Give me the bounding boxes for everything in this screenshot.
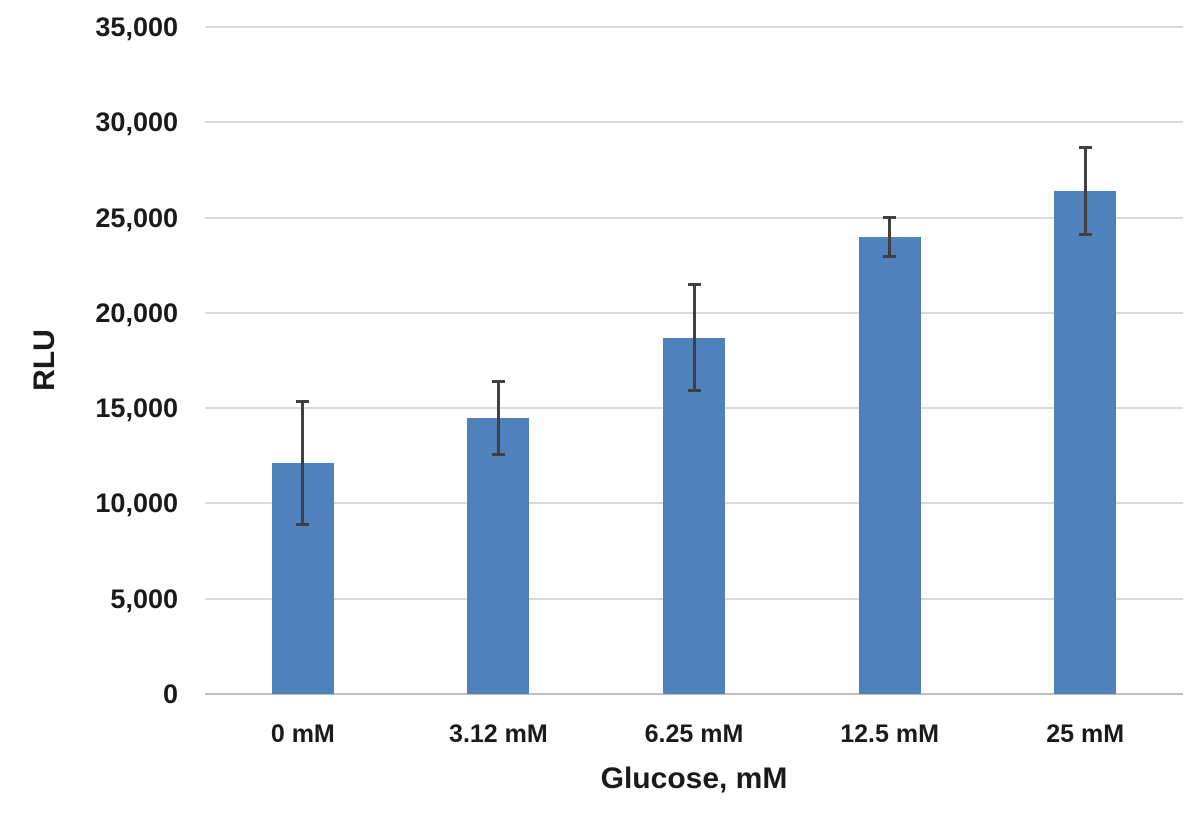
y-tick-label: 0 bbox=[162, 679, 178, 709]
x-axis-line bbox=[205, 693, 1183, 695]
y-tick-label: 35,000 bbox=[95, 12, 178, 42]
error-bar-cap-top bbox=[296, 400, 310, 404]
error-bar-line bbox=[692, 284, 696, 391]
y-tick-label: 25,000 bbox=[95, 202, 178, 233]
bar-25-mM bbox=[1054, 190, 1117, 694]
y-tick-label: 5,000 bbox=[110, 583, 178, 614]
x-tick-label: 6.25 mM bbox=[644, 720, 744, 748]
x-tick-label: 25 mM bbox=[1046, 720, 1125, 748]
x-axis-title: Glucose, mM bbox=[600, 762, 788, 795]
error-bar-line bbox=[1083, 147, 1087, 235]
x-tick-label: 3.12 mM bbox=[449, 720, 548, 748]
gridline bbox=[205, 121, 1183, 124]
y-tick-label: 10,000 bbox=[95, 488, 178, 519]
x-tick-label: 0 mM bbox=[270, 720, 335, 748]
x-tick-label: 12.5 mM bbox=[840, 720, 939, 748]
bar-3.12-mM bbox=[467, 417, 530, 694]
error-bar-cap-bottom bbox=[687, 388, 701, 392]
error-bar-cap-top bbox=[687, 283, 701, 287]
error-bar-cap-top bbox=[883, 215, 897, 219]
y-axis-title: RLU bbox=[28, 329, 61, 391]
y-tick-label: 15,000 bbox=[95, 393, 178, 424]
gridline bbox=[205, 26, 1183, 28]
error-bar-cap-bottom bbox=[883, 254, 897, 258]
error-bar-cap-top bbox=[491, 379, 505, 383]
gridline bbox=[205, 216, 1183, 219]
bar-12.5-mM bbox=[858, 236, 921, 694]
error-bar-cap-bottom bbox=[296, 523, 310, 527]
y-tick-label: 20,000 bbox=[95, 297, 178, 328]
error-bar-line bbox=[496, 380, 500, 455]
bar-6.25-mM bbox=[663, 337, 725, 694]
error-bar-line bbox=[888, 216, 892, 257]
error-bar-cap-bottom bbox=[1078, 232, 1092, 236]
error-bar-line bbox=[301, 401, 305, 526]
y-tick-label: 30,000 bbox=[95, 107, 178, 138]
error-bar-cap-top bbox=[1078, 146, 1092, 150]
error-bar-cap-bottom bbox=[491, 452, 505, 456]
